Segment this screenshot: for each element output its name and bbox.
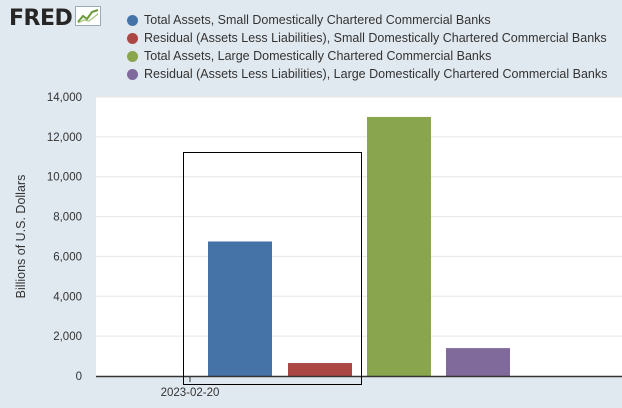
legend-label: Residual (Assets Less Liabilities), Larg… xyxy=(144,67,608,81)
y-tick-label: 6,000 xyxy=(53,251,82,263)
legend-label: Total Assets, Small Domestically Charter… xyxy=(144,13,491,27)
chart-legend: Total Assets, Small Domestically Charter… xyxy=(127,11,607,83)
selection-box[interactable] xyxy=(183,152,362,385)
y-tick-label: 12,000 xyxy=(47,132,82,144)
plot-area xyxy=(96,97,622,376)
x-tick-label: 2023-02-20 xyxy=(161,387,220,399)
y-tick-label: 14,000 xyxy=(47,92,82,104)
y-tick-label: 2,000 xyxy=(53,331,82,343)
legend-item[interactable]: Residual (Assets Less Liabilities), Smal… xyxy=(127,29,607,47)
bar[interactable] xyxy=(208,241,272,376)
legend-label: Residual (Assets Less Liabilities), Smal… xyxy=(144,31,607,45)
y-tick-label: 8,000 xyxy=(53,212,82,224)
y-tick-label: 4,000 xyxy=(53,291,82,303)
bar[interactable] xyxy=(288,363,352,376)
y-tick-label: 0 xyxy=(76,371,82,383)
legend-swatch xyxy=(127,50,138,62)
fred-chart-icon xyxy=(75,6,102,31)
legend-item[interactable]: Residual (Assets Less Liabilities), Larg… xyxy=(127,65,607,83)
bar[interactable] xyxy=(446,348,510,376)
y-tick-label: 10,000 xyxy=(47,172,82,184)
legend-label: Total Assets, Large Domestically Charter… xyxy=(144,49,492,63)
fred-logo[interactable]: FRED xyxy=(9,6,102,31)
legend-swatch xyxy=(127,68,138,80)
y-axis-title: Billions of U.S. Dollars xyxy=(14,175,28,299)
legend-item[interactable]: Total Assets, Large Domestically Charter… xyxy=(127,47,607,65)
legend-swatch xyxy=(127,14,138,26)
bar[interactable] xyxy=(367,116,431,376)
legend-item[interactable]: Total Assets, Small Domestically Charter… xyxy=(127,11,607,29)
legend-swatch xyxy=(127,32,138,44)
fred-logo-text: FRED xyxy=(9,6,73,31)
